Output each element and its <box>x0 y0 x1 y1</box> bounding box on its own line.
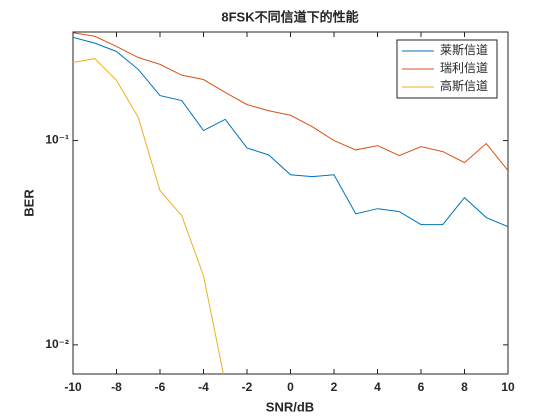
legend-label: 莱斯信道 <box>440 43 488 57</box>
chart-title: 8FSK不同信道下的性能 <box>221 9 358 24</box>
x-tick-label: -6 <box>155 380 166 394</box>
x-tick-label: 10 <box>501 380 515 394</box>
x-tick-label: 4 <box>374 380 381 394</box>
x-tick-label: 8 <box>461 380 468 394</box>
x-tick-label: 6 <box>418 380 425 394</box>
y-tick-label: 10⁻¹ <box>45 133 69 147</box>
x-tick-label: 2 <box>331 380 338 394</box>
series-line <box>73 36 508 228</box>
series-line <box>73 58 224 374</box>
x-tick-label: -8 <box>111 380 122 394</box>
lines <box>73 32 508 374</box>
x-tick-label: 0 <box>287 380 294 394</box>
y-tick-label: 10⁻² <box>45 337 69 351</box>
x-axis-label: SNR/dB <box>266 399 314 414</box>
legend-label: 瑞利信道 <box>440 61 488 75</box>
y-axis-label: BER <box>21 189 36 217</box>
x-tick-label: -10 <box>64 380 82 394</box>
x-tick-label: -4 <box>198 380 209 394</box>
x-tick-label: -2 <box>242 380 253 394</box>
series-line <box>73 32 508 171</box>
legend-label: 高斯信道 <box>440 78 488 93</box>
